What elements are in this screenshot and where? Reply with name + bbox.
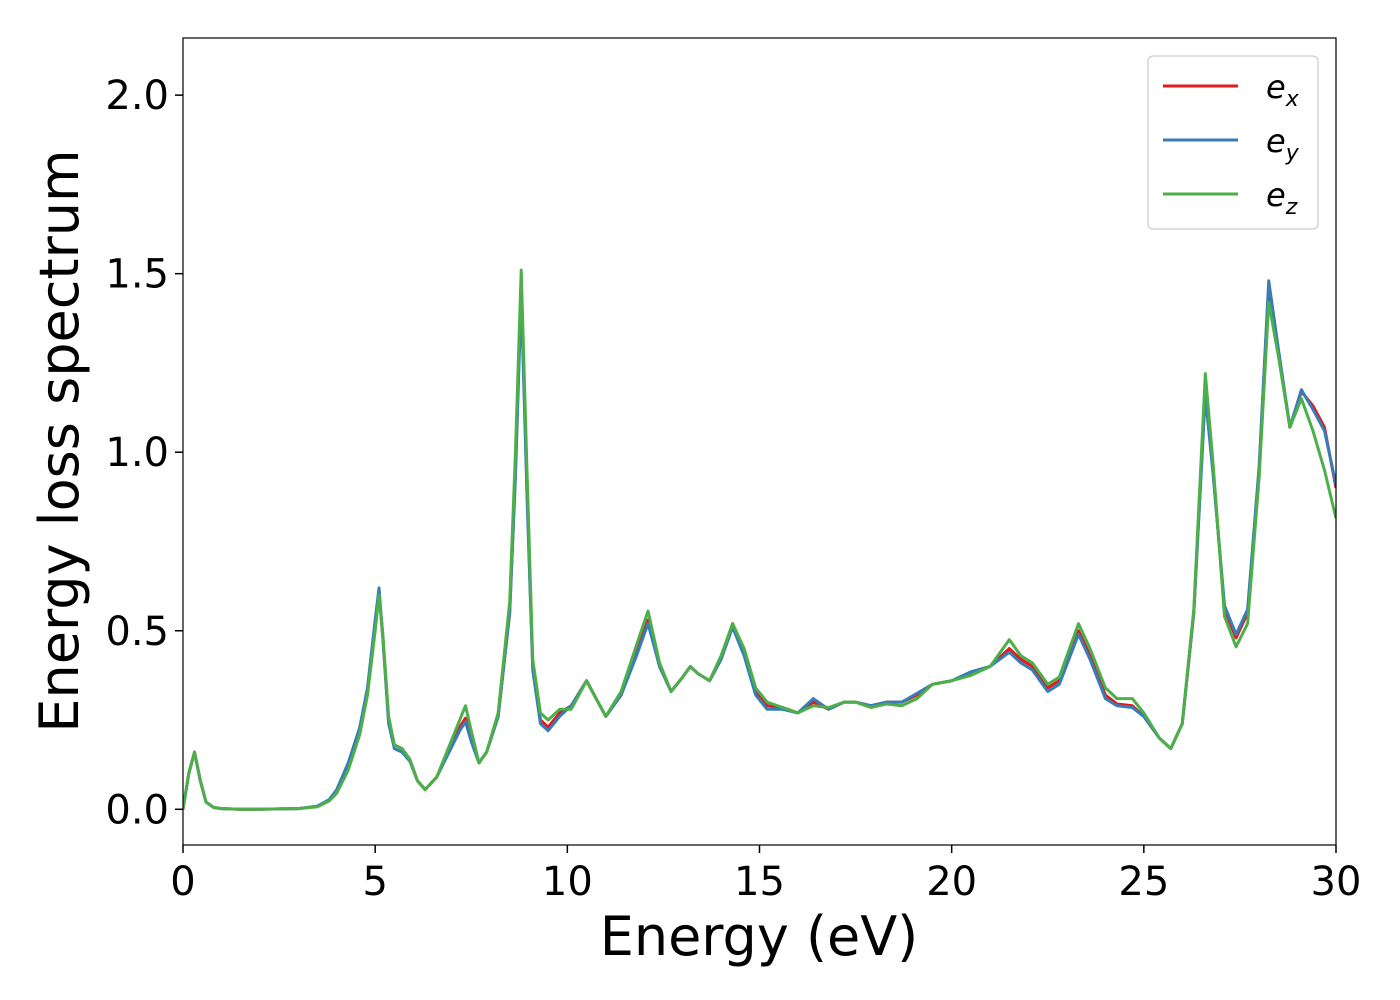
plot-frame — [182, 37, 1337, 846]
series-line — [183, 279, 1336, 811]
y-tick-label: 1.5 — [105, 252, 169, 298]
series-line — [183, 279, 1336, 811]
x-tick-label: 15 — [734, 859, 785, 905]
y-axis-label: Energy loss spectrum — [28, 149, 91, 732]
y-tick-label: 2.0 — [105, 73, 169, 119]
legend-label: ex — [1266, 68, 1300, 112]
x-tick-label: 5 — [362, 859, 387, 905]
x-tick-label: 30 — [1311, 859, 1362, 905]
x-tick-label: 25 — [1118, 859, 1169, 905]
legend-label: ey — [1266, 122, 1300, 166]
y-tick-label: 1.0 — [105, 430, 169, 476]
x-axis-label: Energy (eV) — [600, 905, 919, 968]
series-line — [183, 268, 1336, 811]
legend-label: ez — [1266, 176, 1298, 220]
y-tick-label: 0.0 — [105, 787, 169, 833]
legend-box — [1147, 55, 1319, 230]
x-tick-label: 20 — [926, 859, 977, 905]
x-tick-label: 0 — [170, 859, 195, 905]
x-tick-label: 10 — [542, 859, 593, 905]
y-tick-label: 0.5 — [105, 609, 169, 655]
